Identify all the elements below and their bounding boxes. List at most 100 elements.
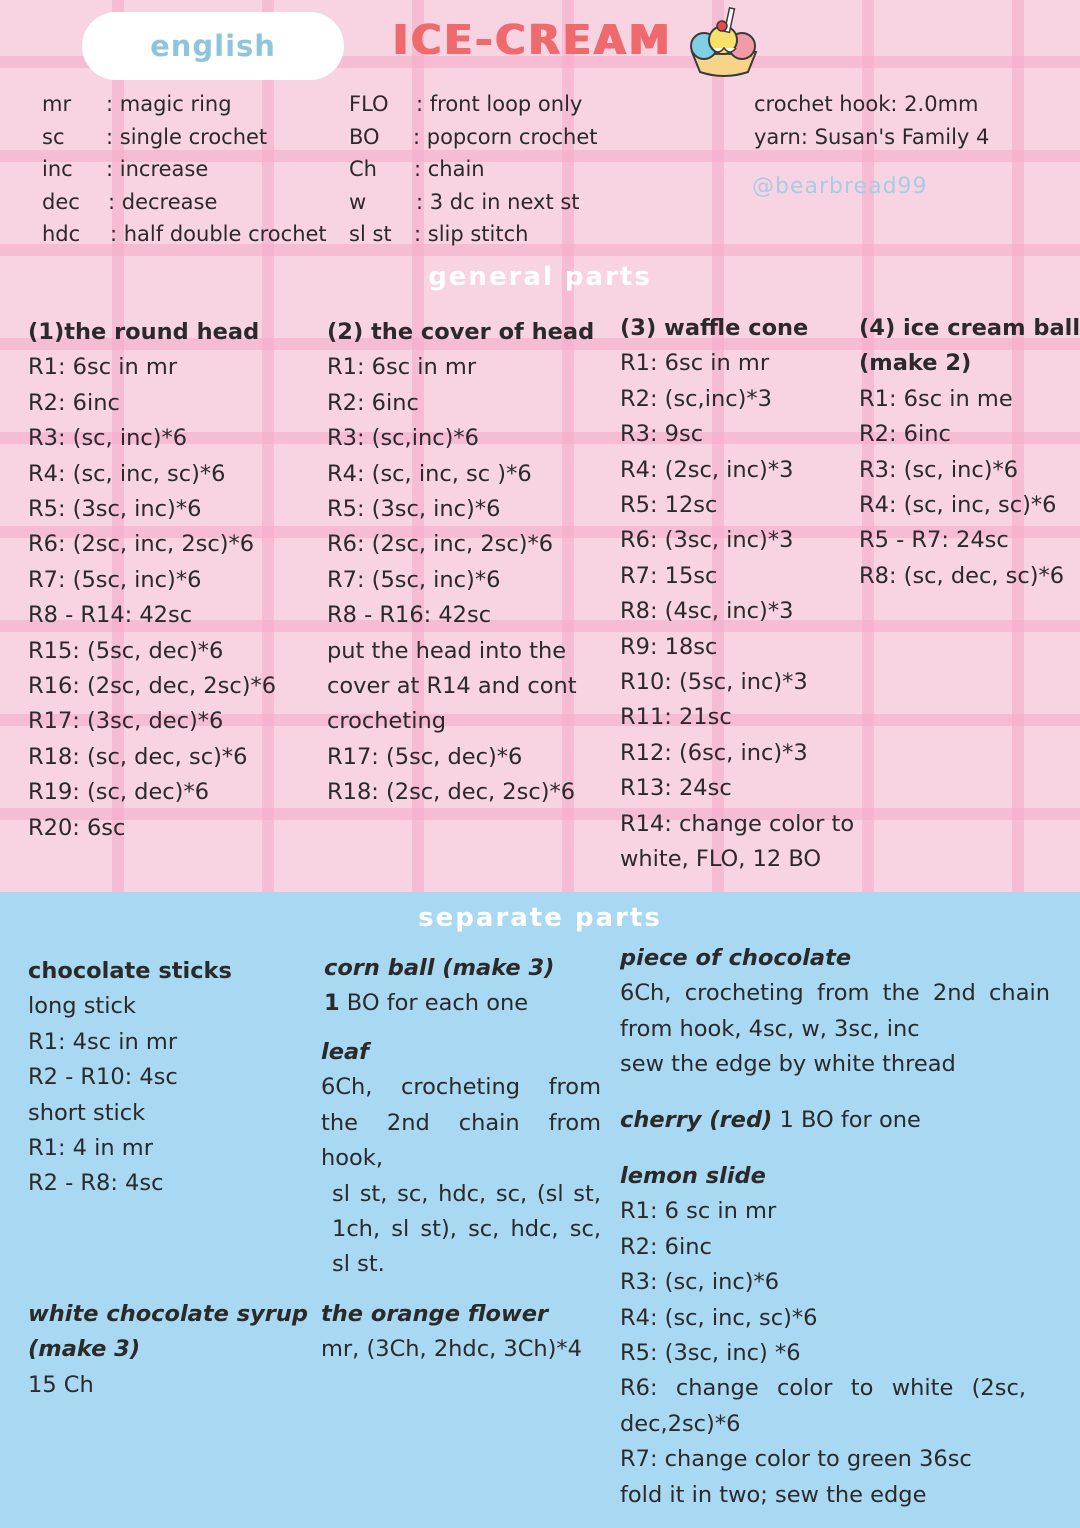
- corn-ball-text: BO for each one: [339, 990, 529, 1017]
- section-subheading: (make 2): [859, 350, 972, 377]
- row: R9: 18sc: [620, 633, 718, 660]
- row: R6: (3sc, inc)*3: [620, 527, 794, 554]
- row: crocheting: [327, 708, 446, 735]
- row: R2 - R10: 4sc: [28, 1064, 178, 1091]
- row: R2: 6inc: [859, 421, 951, 448]
- row: 1 BO for each one: [324, 986, 614, 1021]
- row: R15: (5sc, dec)*6: [28, 637, 224, 664]
- chocolate-sticks-section: chocolate sticks long stick R1: 4sc in m…: [28, 954, 308, 1202]
- abbreviation-row: mr: magic ring: [42, 92, 232, 116]
- row: R12: (6sc, inc)*3: [620, 739, 808, 766]
- row: R5 - R7: 24sc: [859, 527, 1009, 554]
- row: white, FLO, 12 BO: [620, 846, 822, 873]
- row: R3: (sc, inc)*6: [620, 1269, 780, 1296]
- row: R4: (sc, inc, sc)*6: [859, 492, 1057, 519]
- chocolate-instructions: 6Ch, crocheting from the 2nd chain from …: [620, 980, 1050, 1042]
- waffle-cone-section: (3) waffle cone R1: 6sc in mr R2: (sc,in…: [620, 311, 854, 878]
- row: R10: (5sc, inc)*3: [620, 669, 808, 696]
- orange-flower-section: the orange flower mr, (3Ch, 2hdc, 3Ch)*4: [321, 1297, 611, 1368]
- row: R2: 6inc: [620, 1233, 712, 1260]
- row: R1: 6sc in mr: [620, 350, 770, 377]
- piece-of-chocolate-section: piece of chocolate 6Ch, crocheting from …: [620, 941, 1050, 1083]
- row: R6: (2sc, inc, 2sc)*6: [28, 531, 255, 558]
- row: R18: (2sc, dec, 2sc)*6: [327, 779, 576, 806]
- row: cover at R14 and cont: [327, 673, 577, 700]
- round-head-section: (1)the round head R1: 6sc in mr R2: 6inc…: [28, 315, 276, 846]
- abbreviation-row: hdc: half double crochet: [42, 222, 327, 247]
- row: R19: (sc, dec)*6: [28, 779, 210, 806]
- row: R4: (2sc, inc)*3: [620, 456, 794, 483]
- row: R4: (sc, inc, sc )*6: [327, 460, 532, 487]
- row: R8 - R16: 42sc: [327, 602, 492, 629]
- row: R3: (sc, inc)*6: [28, 425, 188, 452]
- abbreviation-row: sc: single crochet: [42, 124, 268, 149]
- row: R7: change color to green 36sc: [620, 1446, 972, 1473]
- section-heading: piece of chocolate: [620, 945, 852, 971]
- section-heading: corn ball (make 3): [324, 955, 555, 981]
- section-subheading: (make 3): [28, 1336, 141, 1363]
- abbreviation-list-right: FLO: front loop only BO: popcorn crochet…: [349, 88, 597, 251]
- abbreviation-row: inc: increase: [42, 157, 209, 182]
- row: R2: (sc,inc)*3: [620, 385, 772, 412]
- row: R17: (3sc, dec)*6: [28, 708, 224, 735]
- section-heading: (2) the cover of head: [327, 319, 595, 345]
- white-chocolate-syrup-section: white chocolate syrup (make 3) 15 Ch: [28, 1297, 318, 1403]
- author-handle: @bearbread99: [752, 174, 928, 199]
- yarn-type: yarn: Susan's Family 4: [754, 125, 990, 149]
- section-heading: chocolate sticks: [28, 958, 232, 984]
- row: fold it in two; sew the edge: [620, 1481, 927, 1508]
- row: short stick: [28, 1099, 146, 1126]
- language-badge: english: [82, 12, 344, 80]
- chocolate-sew-note: sew the edge by white thread: [620, 1051, 956, 1078]
- row: R3: 9sc: [620, 421, 704, 448]
- section-heading: (3) waffle cone: [620, 315, 809, 341]
- section-heading: cherry (red): [620, 1107, 773, 1133]
- row: cherry (red) 1 BO for one: [620, 1103, 1050, 1138]
- row: long stick: [28, 993, 136, 1020]
- row: R1: 4sc in mr: [28, 1028, 178, 1055]
- row: R18: (sc, dec, sc)*6: [28, 743, 248, 770]
- row: R11: 21sc: [620, 704, 732, 731]
- row: R16: (2sc, dec, 2sc)*6: [28, 673, 277, 700]
- row: R1: 4 in mr: [28, 1135, 153, 1162]
- section-heading: the orange flower: [321, 1301, 549, 1327]
- leaf-instructions-1: 6Ch, crocheting from the 2nd chain from …: [321, 1074, 601, 1172]
- row: R8: (sc, dec, sc)*6: [859, 562, 1065, 589]
- section-heading: white chocolate syrup: [28, 1301, 308, 1327]
- row: R6: change color to white (2sc, dec,2sc)…: [620, 1375, 1026, 1437]
- row: put the head into the: [327, 637, 567, 664]
- row: R1: 6sc in mr: [28, 354, 178, 381]
- row: R17: (5sc, dec)*6: [327, 743, 523, 770]
- row: R7: (5sc, inc)*6: [327, 566, 501, 593]
- blue-background: [0, 892, 1080, 1528]
- leaf-instructions-2: sl st, sc, hdc, sc, (sl st, 1ch, sl st),…: [332, 1180, 601, 1278]
- row: R5: (3sc, inc)*6: [28, 496, 202, 523]
- row: R2: 6inc: [327, 389, 419, 416]
- abbreviation-row: dec: decrease: [42, 189, 218, 214]
- row: R5: 12sc: [620, 492, 718, 519]
- row: R5: (3sc, inc) *6: [620, 1340, 801, 1367]
- leaf-section: leaf 6Ch, crocheting from the 2nd chain …: [321, 1035, 601, 1283]
- ice-cream-sundae-icon: [690, 6, 758, 77]
- row: R2: 6inc: [28, 389, 120, 416]
- ice-cream-ball-section: (4) ice cream ball (make 2) R1: 6sc in m…: [859, 311, 1080, 594]
- cherry-text: 1 BO for one: [772, 1107, 921, 1133]
- lemon-slide-section: lemon slide R1: 6 sc in mr R2: 6inc R3: …: [620, 1159, 1026, 1513]
- row: R1: 6sc in me: [859, 385, 1013, 412]
- hook-size: crochet hook: 2.0mm: [754, 92, 979, 116]
- row: R2 - R8: 4sc: [28, 1170, 164, 1197]
- row: R7: 15sc: [620, 562, 718, 589]
- row: R3: (sc,inc)*6: [327, 425, 479, 452]
- row: 15 Ch: [28, 1371, 94, 1398]
- abbreviation-row: w: 3 dc in next st: [349, 189, 580, 214]
- row: R3: (sc, inc)*6: [859, 456, 1019, 483]
- row: R13: 24sc: [620, 775, 732, 802]
- row: R20: 6sc: [28, 814, 126, 841]
- corn-ball-section: corn ball (make 3) 1 BO for each one: [324, 951, 614, 1022]
- row: R1: 6 sc in mr: [620, 1198, 777, 1225]
- pink-grid-background: [0, 0, 1080, 892]
- cherry-section: cherry (red) 1 BO for one: [620, 1103, 1050, 1138]
- row: R14: change color to: [620, 810, 855, 837]
- section-heading: lemon slide: [620, 1163, 766, 1189]
- abbreviation-row: Ch: chain: [349, 157, 485, 182]
